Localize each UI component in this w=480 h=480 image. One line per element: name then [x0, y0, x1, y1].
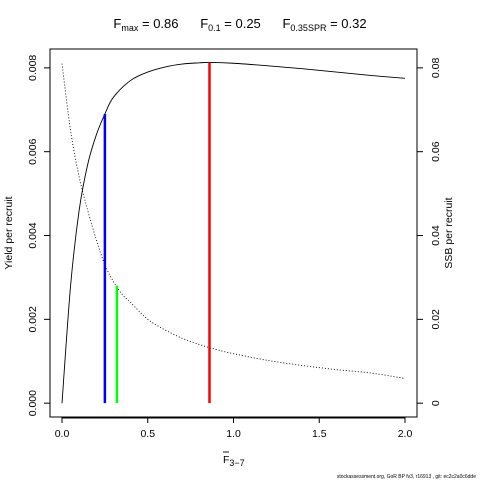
y-axis-left-title: Yield per recruit: [3, 196, 15, 269]
x-tick-label: 1.5: [312, 428, 327, 440]
y-left-tick-label: 0.002: [27, 306, 39, 332]
y-left-tick-label: 0.004: [27, 222, 39, 248]
y-right-tick-label: 0.06: [430, 141, 442, 162]
ssb-per-recruit-line: [61, 63, 406, 379]
y-left-tick-label: 0.008: [27, 55, 39, 81]
svg-text:F3−7: F3−7: [223, 454, 245, 468]
y-left-tick-label: 0.000: [27, 390, 39, 416]
y-right-tick-label: 0.08: [430, 57, 442, 78]
x-tick-label: 2.0: [398, 428, 413, 440]
y-right-tick-label: 0.02: [430, 309, 442, 330]
footer-text: stockassessment.org, GoR BP fv3, r16913 …: [337, 474, 476, 480]
y-right-tick-label: 0: [430, 400, 442, 406]
y-axis-left: 0.000 0.002 0.004 0.006 0.008: [27, 55, 50, 416]
x-axis-title: F3−7: [223, 451, 245, 468]
x-axis: 0.0 0.5 1.0 1.5 2.0: [55, 417, 413, 440]
y-right-tick-label: 0.04: [430, 225, 442, 246]
series-layer: [61, 61, 406, 404]
reference-lines: [103, 62, 211, 404]
y-axis-right: 0 0.02 0.04 0.06 0.08: [417, 57, 442, 406]
y-left-tick-label: 0.006: [27, 138, 39, 164]
x-tick-label: 0.5: [140, 428, 155, 440]
chart-title: Fmax = 0.86 F0.1 = 0.25 F0.35SPR = 0.32: [113, 16, 366, 33]
x-tick-label: 0.0: [55, 428, 70, 440]
yield-per-recruit-line: [61, 61, 406, 404]
y-axis-right-title: SSB per recruit: [443, 197, 455, 268]
x-tick-label: 1.0: [226, 428, 241, 440]
